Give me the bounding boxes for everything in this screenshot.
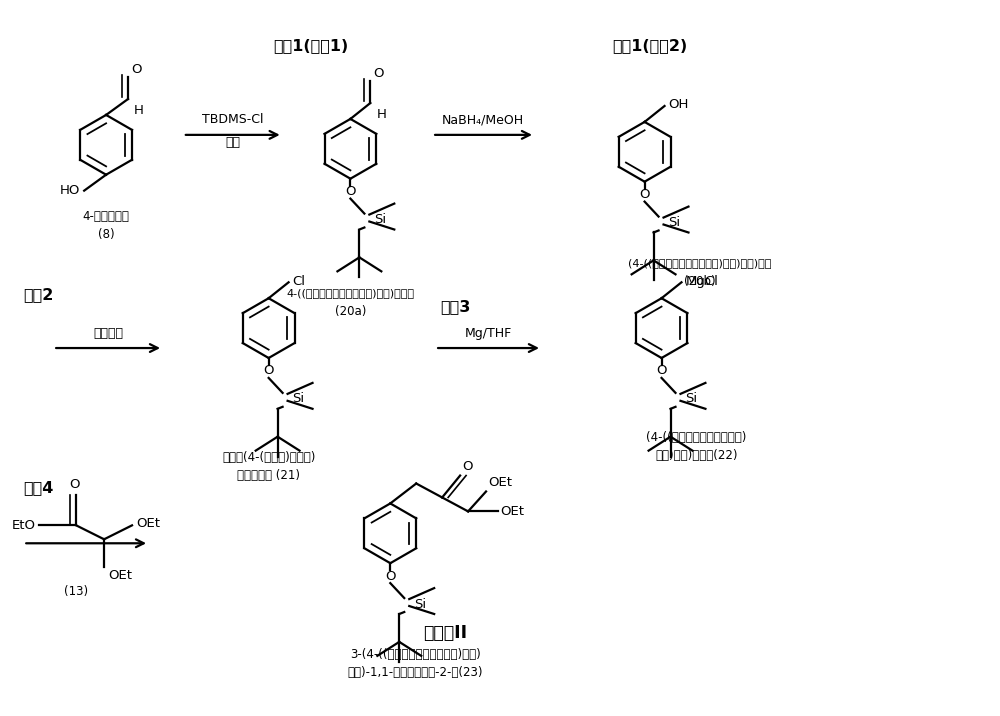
Text: (13): (13) (64, 584, 88, 598)
Text: O: O (131, 63, 142, 76)
Text: TBDMS-Cl: TBDMS-Cl (202, 113, 263, 127)
Text: (20b): (20b) (684, 275, 715, 288)
Text: 氧基)苄基)氯化镁(22): 氧基)苄基)氯化镁(22) (655, 449, 738, 462)
Text: Si: Si (293, 392, 305, 405)
Text: NaBH₄/MeOH: NaBH₄/MeOH (442, 113, 524, 127)
Text: OEt: OEt (500, 505, 524, 518)
Text: 阶段1(步骤1): 阶段1(步骤1) (273, 38, 348, 53)
Text: Si: Si (374, 213, 386, 226)
Text: O: O (69, 478, 79, 491)
Text: (4-((叔丁基二甲基甲硅烷基)氧基)苯基)甲醇: (4-((叔丁基二甲基甲硅烷基)氧基)苯基)甲醇 (628, 258, 771, 268)
Text: EtO: EtO (11, 519, 35, 532)
Text: (4-((叔丁基二甲基甲硅烷基): (4-((叔丁基二甲基甲硅烷基) (646, 431, 747, 444)
Text: 咪唑: 咪唑 (225, 136, 240, 150)
Text: O: O (263, 364, 274, 377)
Text: H: H (376, 108, 386, 121)
Text: O: O (373, 67, 384, 80)
Text: H: H (134, 104, 144, 117)
Text: OEt: OEt (488, 476, 512, 490)
Text: (8): (8) (98, 228, 114, 241)
Text: 二甲基硅烷 (21): 二甲基硅烷 (21) (237, 469, 300, 482)
Text: (20a): (20a) (335, 305, 366, 318)
Text: 甲磺酰氯: 甲磺酰氯 (93, 326, 123, 339)
Text: 阶段3: 阶段3 (440, 299, 471, 314)
Text: O: O (639, 188, 650, 201)
Text: MgCl: MgCl (685, 275, 718, 288)
Text: O: O (656, 364, 667, 377)
Text: OH: OH (669, 99, 689, 112)
Text: OEt: OEt (108, 569, 132, 582)
Text: 阶段4: 阶段4 (23, 480, 54, 495)
Text: 阶段1(步骤2): 阶段1(步骤2) (612, 38, 687, 53)
Text: O: O (345, 185, 356, 198)
Text: HO: HO (60, 184, 80, 197)
Text: 4-((叔丁基二甲基甲硅烷基)氧基)苯甲醛: 4-((叔丁基二甲基甲硅烷基)氧基)苯甲醛 (286, 289, 414, 299)
Text: 3-(4-((叔丁基二甲基甲硅烷基)氧基): 3-(4-((叔丁基二甲基甲硅烷基)氧基) (350, 649, 481, 662)
Text: 阶段2: 阶段2 (23, 286, 54, 301)
Text: OEt: OEt (136, 517, 160, 530)
Text: 4-羟基苯甲醛: 4-羟基苯甲醛 (83, 210, 130, 223)
Text: Cl: Cl (293, 275, 306, 288)
Text: O: O (385, 570, 396, 583)
Text: 叔丁基(4-(氯甲基)苯氧基): 叔丁基(4-(氯甲基)苯氧基) (222, 451, 315, 464)
Text: Si: Si (414, 598, 426, 611)
Text: 中间体II: 中间体II (423, 624, 467, 642)
Text: Si: Si (669, 216, 681, 229)
Text: O: O (462, 460, 473, 473)
Text: 苯基)-1,1-二乙氧基丙烷-2-酮(23): 苯基)-1,1-二乙氧基丙烷-2-酮(23) (347, 667, 483, 679)
Text: Mg/THF: Mg/THF (464, 326, 512, 339)
Text: Si: Si (685, 392, 698, 405)
